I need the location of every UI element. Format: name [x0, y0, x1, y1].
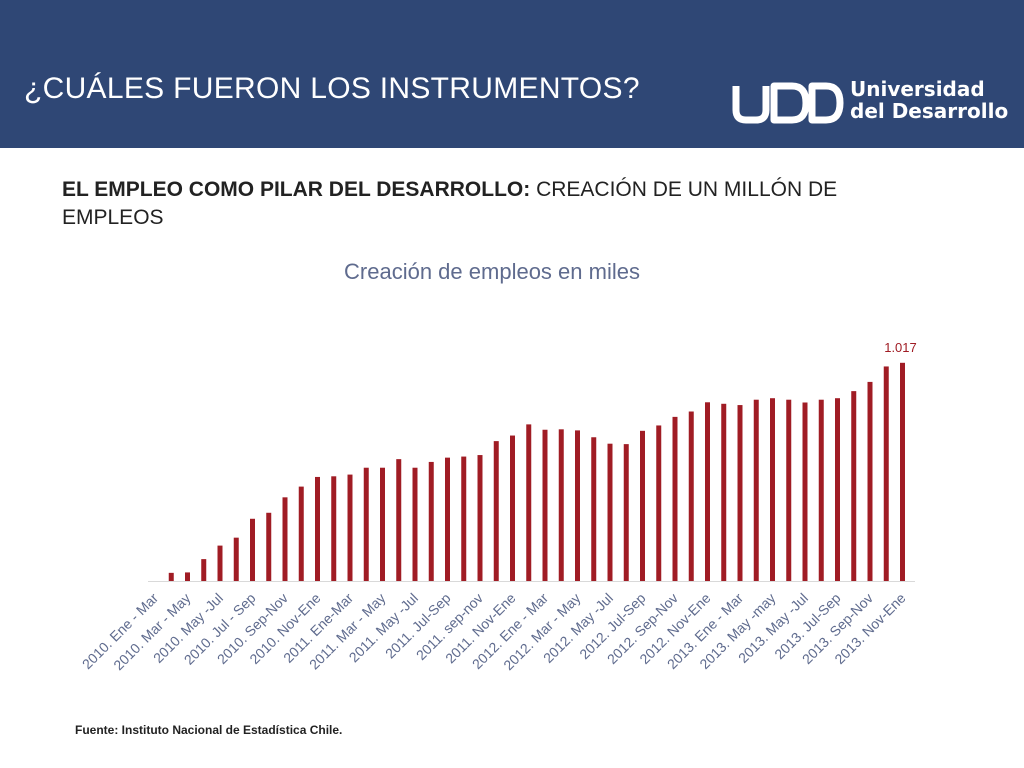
bar-36: [721, 403, 727, 581]
bar-37: [737, 405, 743, 581]
chart-title: Creación de empleos en miles: [344, 259, 640, 284]
bar-38: [753, 399, 759, 581]
bar-15: [380, 467, 385, 581]
bar-20: [461, 456, 467, 581]
slide-title: ¿CUÁLES FUERON LOS INSTRUMENTOS?: [24, 72, 640, 105]
logo-text: Universidad del Desarrollo: [850, 78, 1008, 122]
bar-40: [786, 399, 792, 581]
subtitle-bold: EL EMPLEO COMO PILAR DEL DESARROLLO:: [62, 178, 531, 201]
bar-12: [331, 476, 337, 581]
bar-19: [445, 457, 450, 581]
bar-34: [688, 411, 694, 581]
bar-28: [591, 437, 597, 581]
logo-text-line1: Universidad: [850, 77, 985, 101]
bar-10: [298, 486, 304, 581]
bar-18: [428, 461, 434, 581]
bar-30: [623, 444, 629, 581]
slide-header: ¿CUÁLES FUERON LOS INSTRUMENTOS? Univers…: [0, 0, 1024, 148]
bar-4: [201, 559, 207, 581]
bar-3: [185, 572, 190, 581]
bar-24: [526, 424, 532, 581]
udd-logo: Universidad del Desarrollo: [730, 78, 1015, 126]
bar-5: [217, 545, 223, 581]
bar-44: [851, 391, 857, 581]
bar-47: [900, 362, 905, 581]
bar-6: [233, 537, 239, 581]
slide-subtitle: EL EMPLEO COMO PILAR DEL DESARROLLO: CRE…: [62, 176, 902, 232]
bar-25: [542, 429, 548, 581]
bar-29: [607, 443, 613, 581]
bar-43: [835, 398, 840, 581]
bar-17: [412, 467, 418, 581]
bar-2: [168, 572, 174, 581]
bar-23: [510, 435, 515, 581]
bar-39: [770, 398, 775, 581]
bar-9: [282, 497, 288, 581]
bar-7: [250, 518, 255, 581]
bar-41: [802, 402, 808, 581]
source-note: Fuente: Instituto Nacional de Estadístic…: [75, 723, 343, 737]
udd-logo-mark: [732, 82, 844, 124]
bar-22: [493, 441, 499, 581]
data-label-1: 1.017: [884, 340, 917, 355]
bar-46: [883, 366, 889, 581]
bar-21: [477, 455, 483, 581]
subtitle-normal: CREACIÓN DE UN MILLÓN DE EMPLEOS: [62, 178, 838, 229]
bar-8: [266, 512, 272, 581]
bar-31: [640, 430, 645, 581]
bar-35: [705, 402, 710, 581]
bar-42: [818, 399, 824, 581]
bar-26: [558, 429, 564, 581]
bar-14: [363, 467, 369, 581]
bar-27: [575, 430, 580, 581]
bar-13: [347, 474, 353, 581]
logo-text-line2: del Desarrollo: [850, 99, 1009, 123]
bar-32: [656, 425, 662, 581]
bar-33: [672, 416, 678, 581]
bar-45: [867, 381, 873, 581]
bar-11: [315, 476, 320, 581]
bar-16: [396, 459, 402, 581]
